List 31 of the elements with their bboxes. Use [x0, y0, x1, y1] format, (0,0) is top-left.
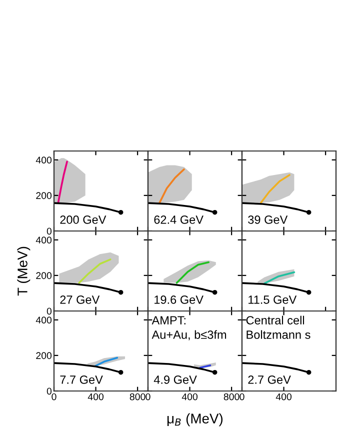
x-tick-label: 800 [130, 393, 146, 400]
annotation: 11.5 GeV [248, 296, 297, 304]
annotation: 62.4 GeV [154, 216, 204, 224]
line-series [78, 258, 112, 284]
y-tick-label: 0 [46, 228, 52, 235]
x-tick-label: 0 [146, 393, 150, 400]
x-tick-label: 0 [240, 393, 244, 400]
y-tick-label: 200 [36, 192, 52, 200]
y-tick-label: 0 [46, 388, 52, 395]
y-tick-label: 400 [36, 156, 52, 164]
annotation: 2.7 GeV [248, 376, 291, 384]
annotation: AMPT: Au+Au, b≤3fm [152, 316, 226, 340]
y-tick-label: 0 [46, 308, 52, 315]
annotation: 7.7 GeV [60, 376, 103, 384]
annotation: 27 GeV [60, 296, 100, 304]
annotation: 4.9 GeV [154, 376, 197, 384]
x-axis-title: μ$_{B}$ (MeV) [167, 413, 223, 426]
x-tick-label: 400 [88, 393, 104, 400]
line-series [57, 160, 68, 204]
y-axis-title: T (MeV) [17, 246, 30, 296]
x-tick-label: 400 [276, 393, 292, 400]
annotation: 19.6 GeV [154, 296, 204, 304]
x-tick-label: 800 [224, 393, 240, 400]
x-tick-label: 400 [182, 393, 198, 400]
annotation: 39 GeV [248, 216, 288, 224]
y-tick-label: 200 [36, 352, 52, 360]
y-tick-label: 200 [36, 272, 52, 280]
annotation: Central cell Boltzmann s [246, 316, 310, 339]
y-tick-label: 400 [36, 316, 52, 324]
y-tick-label: 400 [36, 236, 52, 244]
annotation: 200 GeV [60, 216, 106, 224]
